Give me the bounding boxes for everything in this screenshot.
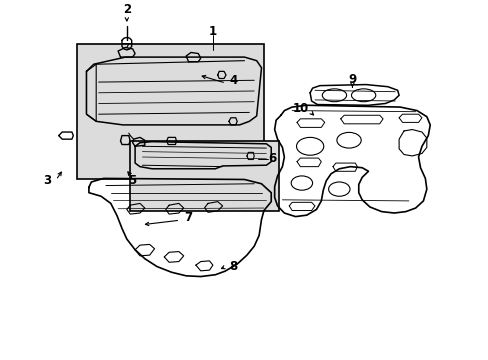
Text: 2: 2 bbox=[122, 3, 131, 16]
Text: 9: 9 bbox=[347, 73, 356, 86]
Text: 4: 4 bbox=[229, 74, 238, 87]
Text: 3: 3 bbox=[43, 174, 52, 187]
Text: 10: 10 bbox=[292, 102, 308, 114]
Bar bbox=[130, 141, 278, 211]
Text: 8: 8 bbox=[229, 260, 238, 273]
Text: 1: 1 bbox=[208, 24, 217, 37]
Bar bbox=[77, 44, 264, 180]
Text: 7: 7 bbox=[184, 211, 192, 224]
Text: 5: 5 bbox=[127, 174, 136, 187]
Text: 6: 6 bbox=[268, 152, 276, 165]
